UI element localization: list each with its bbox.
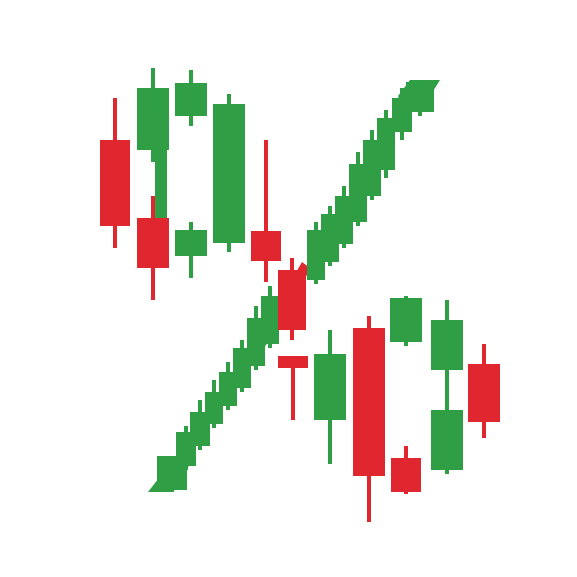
candlestick-icon [261,286,279,348]
candlestick-icon [155,150,167,218]
candle-body [406,82,434,112]
candle-body [261,296,279,344]
candle-body [377,118,395,170]
candle-body [363,140,381,196]
candlestick-icon [377,110,395,178]
candle-body [137,88,169,150]
candle-body [391,458,421,492]
candlestick-icon [175,70,207,126]
candlestick-icon [335,186,353,248]
candlestick-icon [321,206,339,266]
candlestick-icon [137,68,169,162]
candlestick-icon [100,98,130,248]
candle-body [205,392,223,424]
candlestick-icon [278,258,306,340]
candle-body [278,270,306,330]
candle-wick [264,140,268,282]
candle-body [137,218,169,268]
candlestick-icon [205,380,223,428]
candlestick-icon [391,446,421,494]
candlestick-icon [219,362,237,410]
candle-body [335,196,353,244]
candle-body [278,356,308,368]
candle-body [431,410,463,470]
candle-body [468,364,500,422]
candlestick-icon [247,306,265,370]
candlestick-icon [349,152,367,226]
candlestick-icon [431,394,463,474]
candle-body [321,214,339,262]
candle-body [175,230,207,256]
candlestick-icon [390,296,422,346]
candlestick-icon [468,344,500,438]
candlestick-icon [175,222,207,278]
candlestick-icon [233,340,251,392]
candle-body [175,83,207,116]
candle-body [314,354,346,420]
candlestick-icon [137,196,169,300]
candle-body [213,104,245,243]
candlestick-icon [431,300,463,394]
candle-body [155,150,167,218]
candlestick-icon [251,140,281,282]
candle-body [349,164,367,222]
candle-body [233,348,251,388]
candle-body [353,328,385,476]
candle-body [251,231,281,261]
candlestick-icon [314,330,346,464]
candle-body [100,140,130,226]
candlestick-icon [353,316,385,522]
candle-body [219,372,237,406]
candlestick-icon [406,80,434,116]
candlestick-icon [278,356,308,420]
percent-bottom-ring [278,296,500,522]
percent-top-ring [100,68,281,300]
candlestick-icon [307,222,325,284]
candlestick-icon [213,94,245,252]
candle-body [431,320,463,370]
percent-slash [148,80,440,492]
candle-body [390,298,422,342]
candle-body [247,318,265,366]
candle-wick [291,356,295,420]
candlestick-icon [363,130,381,200]
candle-body [307,230,325,280]
